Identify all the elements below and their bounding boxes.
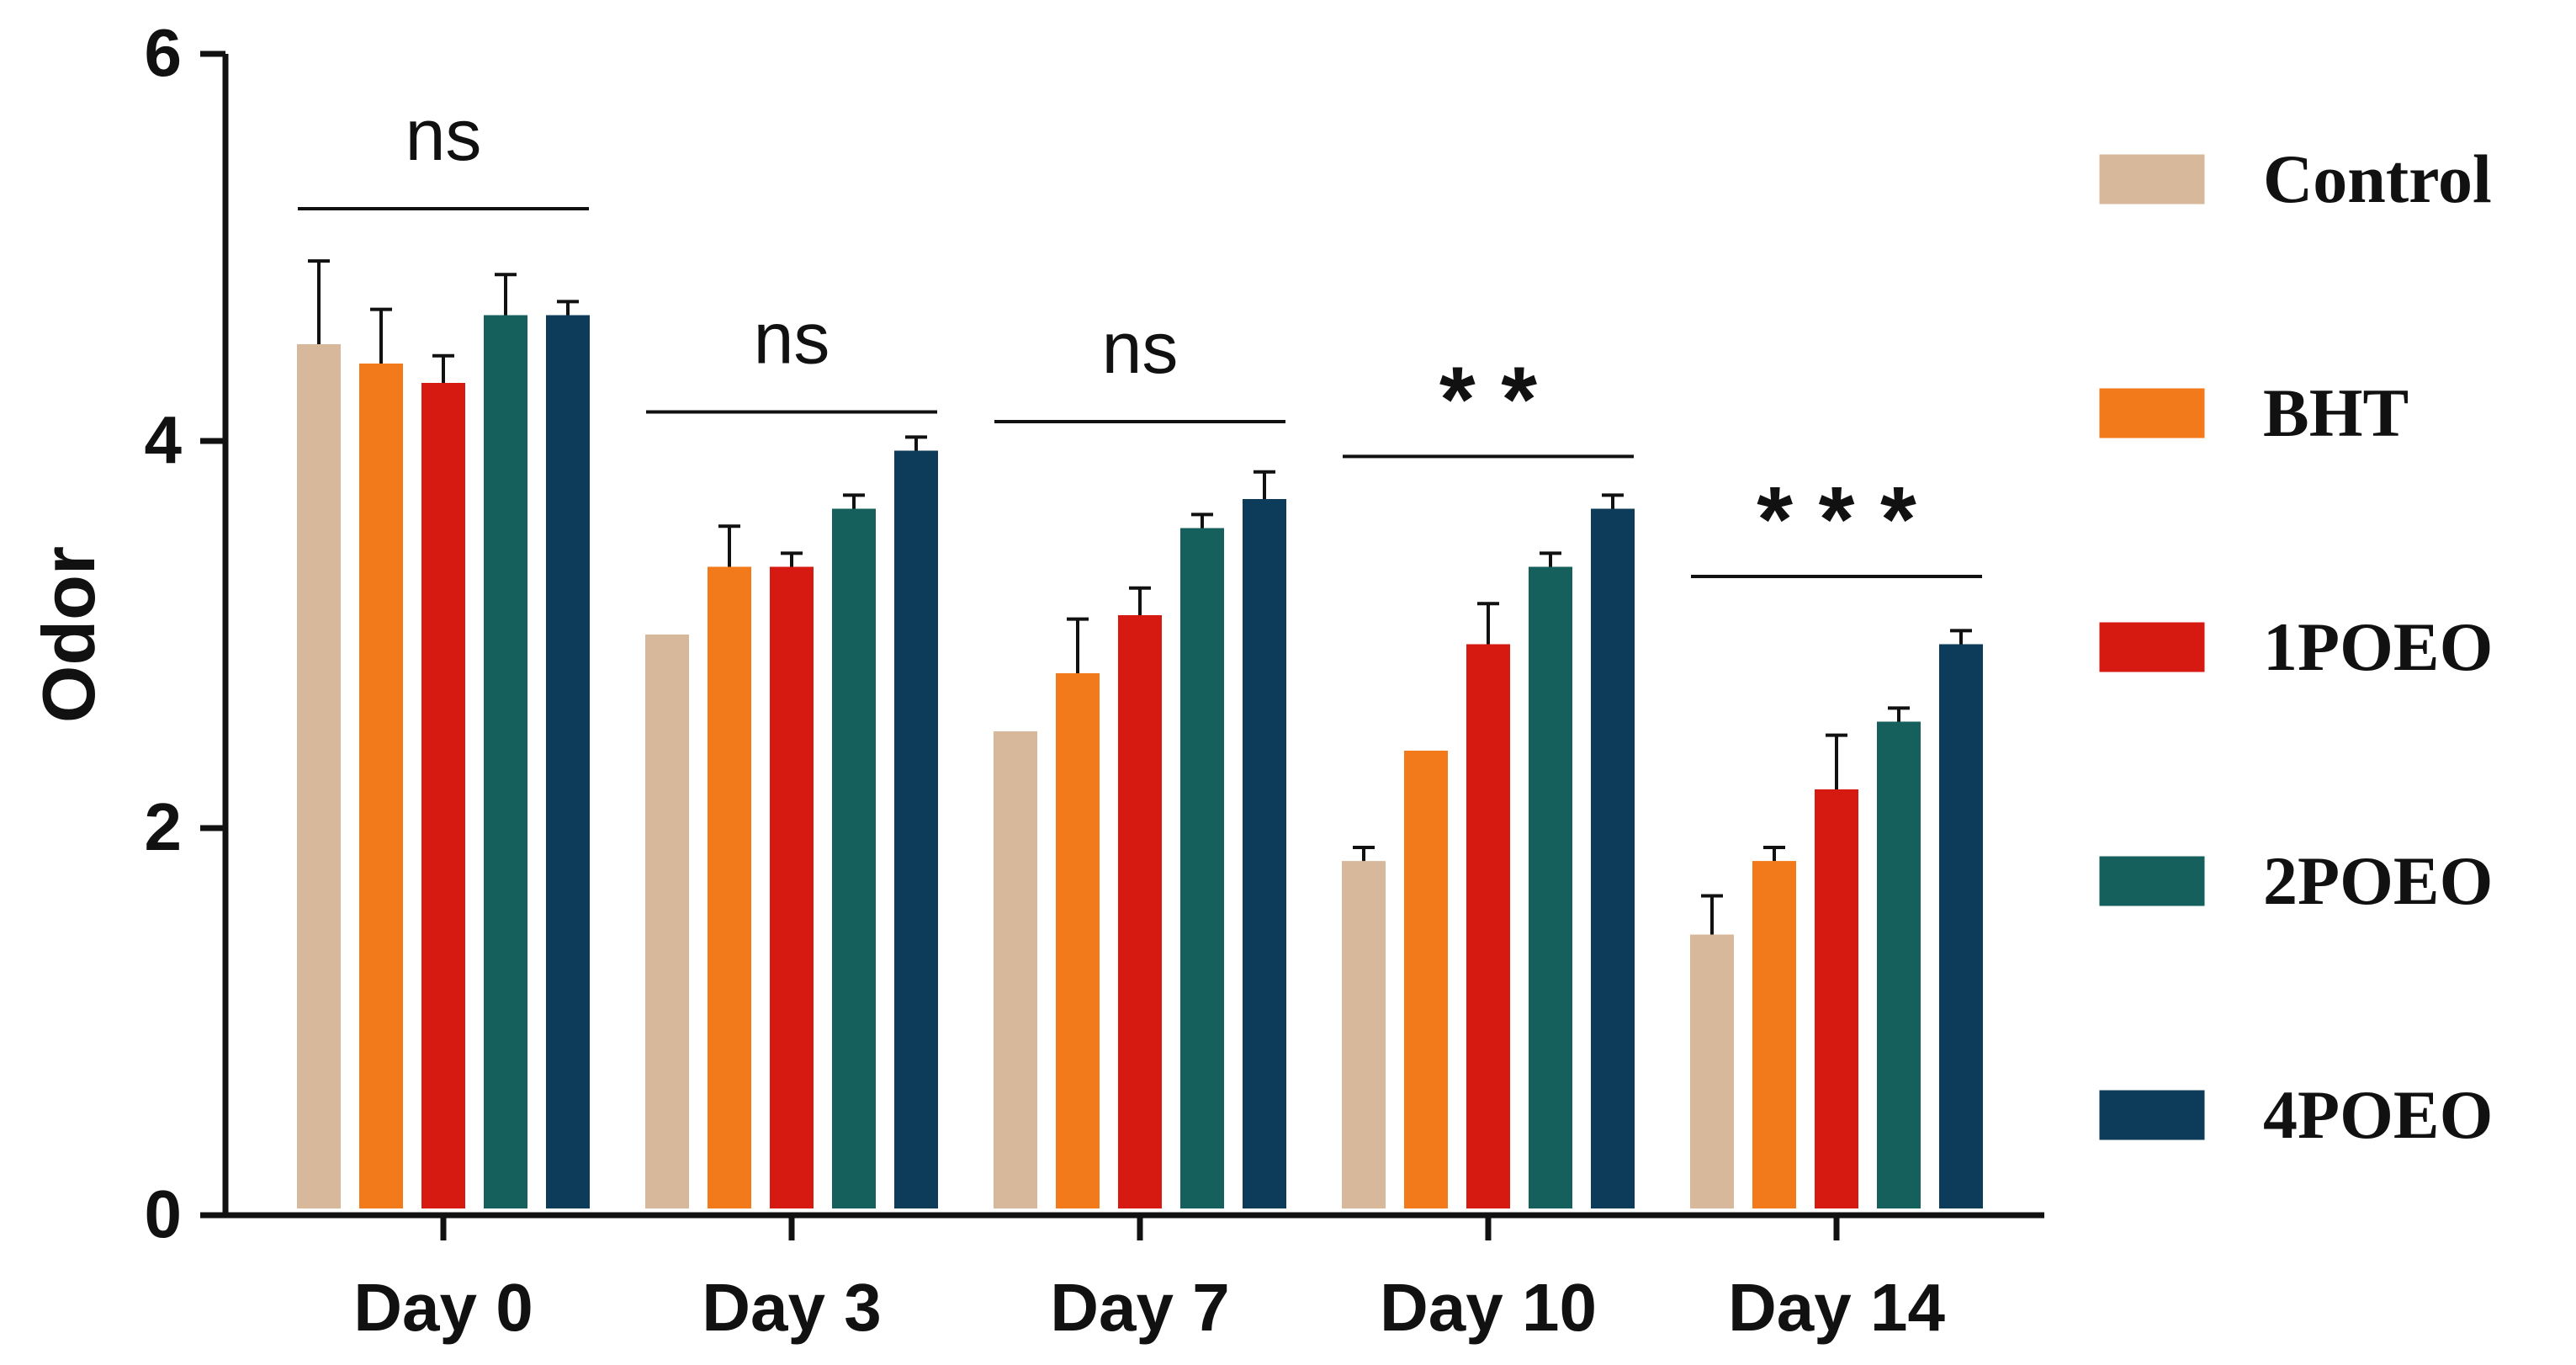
error-bar (1701, 894, 1723, 935)
bar-control-day-0 (297, 344, 341, 1208)
legend-swatch (2099, 622, 2205, 672)
error-bar (718, 524, 740, 567)
bar-control-day-7 (994, 731, 1037, 1208)
bar-bht-day-14 (1752, 861, 1796, 1208)
bar-bht-day-10 (1404, 751, 1448, 1208)
error-bar (1888, 706, 1910, 722)
legend-label: BHT (2263, 374, 2409, 451)
legend-swatch (2099, 388, 2205, 438)
error-bar (495, 273, 517, 316)
legend-label: Control (2263, 141, 2492, 217)
bar-4poeo-day-3 (894, 450, 938, 1208)
bar-2poeo-day-0 (484, 315, 527, 1208)
error-bar (1540, 551, 1561, 567)
bar-control-day-10 (1342, 861, 1386, 1208)
significance-label: ns (405, 95, 482, 176)
legend-item-2poeo: 2POEO (2099, 842, 2493, 919)
error-bar (1950, 629, 1972, 645)
y-tick-label: 6 (145, 15, 183, 90)
legend-swatch (2099, 1090, 2205, 1140)
error-bar (843, 493, 865, 509)
bar-2poeo-day-10 (1529, 566, 1572, 1208)
significance-label: ns (1102, 308, 1179, 389)
error-bar (905, 435, 927, 451)
bar-bht-day-7 (1056, 673, 1100, 1208)
error-bar (557, 300, 579, 316)
error-bar (1254, 470, 1275, 499)
significance-label: * * (1439, 348, 1537, 451)
bar-1poeo-day-10 (1466, 644, 1510, 1208)
legend-item-bht: BHT (2099, 374, 2409, 451)
bar-4poeo-day-0 (546, 315, 590, 1208)
error-bar (1191, 513, 1213, 528)
x-tick-label: Day 3 (702, 1270, 881, 1345)
legend-label: 4POEO (2263, 1076, 2493, 1153)
error-bar (432, 353, 454, 383)
y-tick-label: 4 (145, 402, 183, 477)
bar-bht-day-3 (708, 566, 751, 1208)
error-bar (308, 259, 330, 344)
bar-1poeo-day-14 (1815, 789, 1858, 1208)
error-bars-layer (308, 259, 1972, 935)
bar-1poeo-day-7 (1118, 615, 1162, 1208)
bar-4poeo-day-10 (1591, 508, 1635, 1208)
bar-bht-day-0 (359, 364, 403, 1208)
bar-control-day-14 (1690, 934, 1734, 1208)
legend-swatch (2099, 856, 2205, 906)
legend-label: 2POEO (2263, 842, 2493, 919)
bars-layer (297, 315, 1983, 1208)
error-bar (1353, 846, 1375, 862)
error-bar (1477, 602, 1499, 645)
bar-control-day-3 (645, 635, 689, 1208)
bar-4poeo-day-14 (1939, 644, 1983, 1208)
bar-4poeo-day-7 (1243, 499, 1286, 1208)
bar-1poeo-day-0 (421, 383, 465, 1208)
x-tick-label: Day 7 (1050, 1270, 1229, 1345)
legend-item-control: Control (2099, 141, 2492, 217)
error-bar (1129, 586, 1151, 615)
legend-label: 1POEO (2263, 608, 2493, 685)
error-bar (1763, 846, 1785, 862)
significance-label: ns (754, 299, 830, 380)
x-tick-label: Day 14 (1728, 1270, 1945, 1345)
bar-2poeo-day-3 (832, 508, 876, 1208)
bar-2poeo-day-7 (1180, 528, 1224, 1208)
bar-1poeo-day-3 (770, 566, 814, 1208)
error-bar (1826, 733, 1847, 789)
significance-layer: ns ns ns * * * * * (298, 95, 1982, 578)
error-bar (781, 551, 803, 567)
y-tick-label: 2 (145, 789, 183, 864)
legend: Control BHT 1POEO 2POEO 4POEO (2099, 141, 2493, 1153)
error-bar (1602, 493, 1624, 509)
y-axis-title: Odor (27, 546, 110, 723)
x-tick-label: Day 0 (353, 1270, 533, 1345)
bar-2poeo-day-14 (1877, 721, 1921, 1208)
legend-swatch (2099, 154, 2205, 204)
legend-item-1poeo: 1POEO (2099, 608, 2493, 685)
significance-label: * * * (1757, 468, 1916, 571)
legend-item-4poeo: 4POEO (2099, 1076, 2493, 1153)
x-tick-label: Day 10 (1380, 1270, 1597, 1345)
error-bar (370, 307, 392, 364)
axes-layer: 0 2 4 6 Odor Day 0 Day 3 Day 7 Day 10 Day 14 (27, 15, 2044, 1345)
y-tick-label: 0 (145, 1176, 183, 1251)
error-bar (1067, 617, 1089, 673)
